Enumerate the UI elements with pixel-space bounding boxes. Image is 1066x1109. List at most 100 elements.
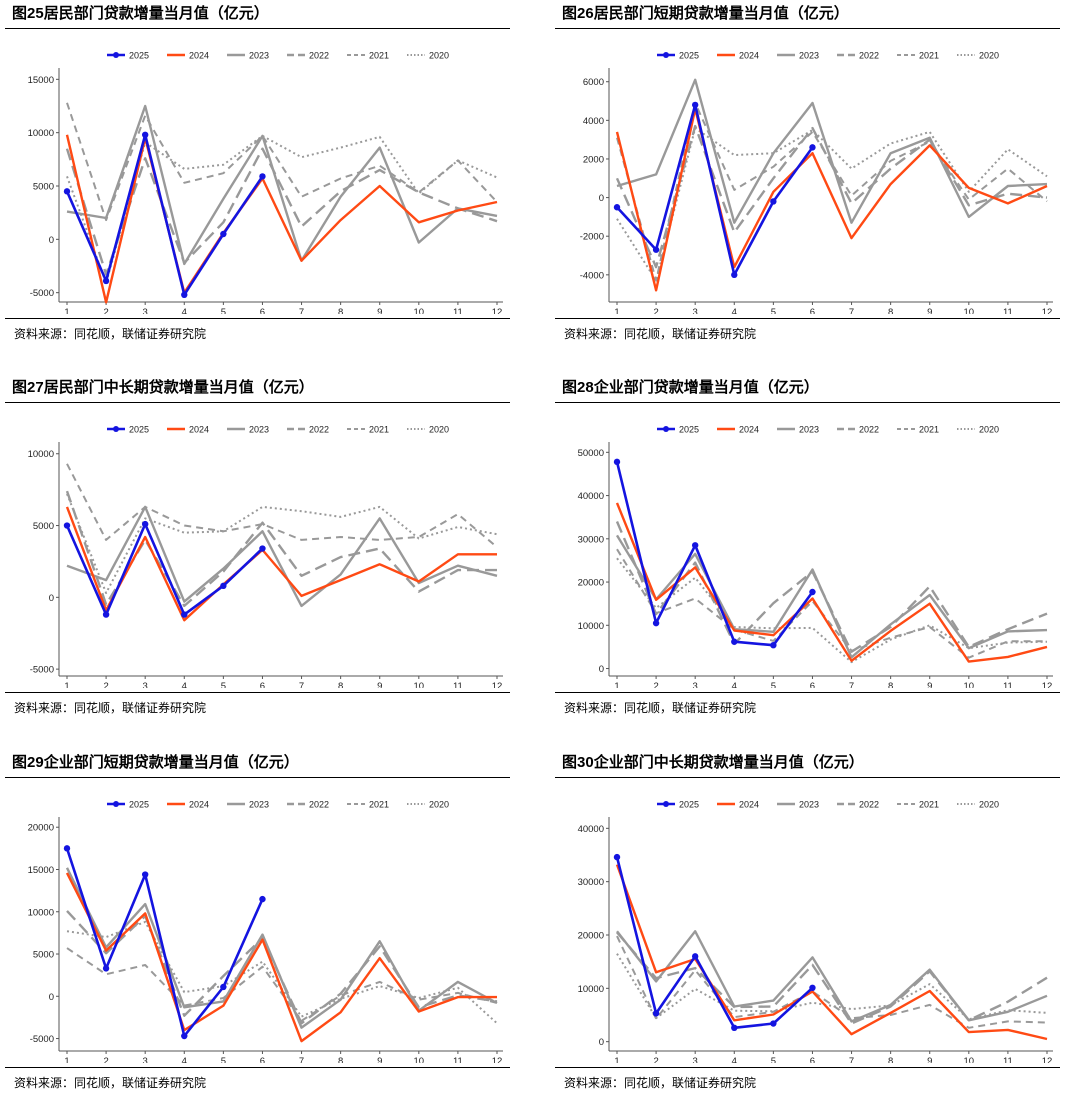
legend-marker bbox=[113, 426, 119, 432]
x-tick-label: 7 bbox=[299, 681, 304, 688]
data-point-2025 bbox=[102, 277, 110, 285]
series-line-2021 bbox=[66, 102, 498, 222]
legend-item: 2020 bbox=[957, 425, 999, 435]
x-tick-label: 11 bbox=[453, 681, 463, 688]
figure-label: 图25 bbox=[12, 5, 44, 22]
y-tick-label: 0 bbox=[599, 1037, 604, 1048]
y-tick-label: 20000 bbox=[578, 578, 604, 589]
x-tick-label: 7 bbox=[299, 1056, 304, 1063]
y-tick-label: -5000 bbox=[30, 665, 54, 676]
legend: 2025 2024 2023 2022 2021 2020 bbox=[657, 800, 999, 810]
legend-label: 2020 bbox=[979, 51, 999, 61]
x-tick-label: 11 bbox=[1003, 681, 1013, 688]
legend-item: 2025 bbox=[107, 51, 149, 61]
legend-label: 2021 bbox=[369, 800, 389, 810]
legend-label: 2023 bbox=[249, 51, 269, 61]
x-tick-label: 1 bbox=[64, 1056, 69, 1063]
x-tick-label: 8 bbox=[888, 1056, 893, 1063]
chart-title: 图30企业部门中长期贷款增量当月值（亿元） bbox=[562, 751, 864, 772]
figure-label: 图28 bbox=[562, 379, 594, 396]
y-tick-label: 0 bbox=[49, 235, 54, 246]
x-tick-label: 11 bbox=[453, 1056, 463, 1063]
x-tick-label: 8 bbox=[338, 1056, 343, 1063]
legend-label: 2020 bbox=[429, 425, 449, 435]
figure-title-text: 居民部门短期贷款增量当月值（亿元） bbox=[593, 4, 849, 22]
x-tick-label: 9 bbox=[377, 307, 382, 314]
legend-item: 2024 bbox=[167, 425, 209, 435]
legend-marker bbox=[663, 426, 669, 432]
x-tick-label: 3 bbox=[143, 681, 148, 688]
x-tick-label: 4 bbox=[732, 681, 737, 688]
legend-item: 2025 bbox=[657, 425, 699, 435]
y-tick-label: 10000 bbox=[28, 449, 54, 460]
data-point-2025 bbox=[652, 619, 660, 627]
x-tick-label: 5 bbox=[221, 681, 226, 688]
legend-label: 2020 bbox=[979, 425, 999, 435]
figure-title-text: 企业部门贷款增量当月值（亿元） bbox=[593, 378, 819, 396]
x-tick-label: 6 bbox=[810, 307, 815, 314]
data-point-2025 bbox=[181, 611, 188, 618]
y-tick-label: 6000 bbox=[583, 77, 604, 88]
legend-label: 2025 bbox=[679, 51, 699, 61]
legend-item: 2020 bbox=[957, 51, 999, 61]
series-line-2021 bbox=[66, 463, 498, 548]
series-line-2024 bbox=[615, 107, 1048, 292]
series-line-2025 bbox=[616, 103, 814, 277]
title-rule bbox=[555, 402, 1060, 403]
series-line-2021 bbox=[616, 548, 1047, 659]
source-note: 资料来源：同花顺，联储证券研究院 bbox=[14, 1076, 207, 1090]
legend-label: 2021 bbox=[369, 51, 389, 61]
y-tick-label: 40000 bbox=[578, 491, 604, 502]
legend-item: 2022 bbox=[287, 800, 329, 810]
x-tick-label: 11 bbox=[1003, 1056, 1013, 1063]
x-tick-label: 10 bbox=[964, 681, 975, 688]
series-line-2025 bbox=[65, 133, 264, 297]
data-point-2025 bbox=[652, 1010, 660, 1017]
series-line-2025 bbox=[65, 847, 264, 1038]
legend-item: 2021 bbox=[347, 425, 389, 435]
x-tick-label: 9 bbox=[927, 1056, 932, 1063]
y-tick-label: 5000 bbox=[33, 950, 54, 961]
x-tick-label: 12 bbox=[492, 307, 503, 314]
legend-label: 2021 bbox=[919, 51, 939, 61]
x-tick-label: 7 bbox=[849, 1056, 854, 1063]
figure-label: 图26 bbox=[562, 5, 594, 22]
x-tick-label: 11 bbox=[453, 307, 463, 314]
y-tick-label: -4000 bbox=[580, 270, 604, 281]
legend-label: 2021 bbox=[919, 800, 939, 810]
legend-marker bbox=[113, 52, 119, 58]
x-tick-label: 6 bbox=[260, 1056, 265, 1063]
series-line-2025 bbox=[65, 522, 264, 616]
legend-item: 2022 bbox=[837, 51, 879, 61]
series-line-2024 bbox=[65, 506, 497, 622]
data-point-2025 bbox=[259, 545, 266, 552]
data-point-2025 bbox=[613, 853, 621, 861]
x-tick-label: 9 bbox=[377, 1056, 382, 1063]
x-tick-label: 6 bbox=[810, 681, 815, 688]
figure-label: 图30 bbox=[562, 754, 594, 771]
chart-panel: 图25居民部门贷款增量当月值（亿元） 2025 2024 2023 2022 2021 20… bbox=[0, 0, 510, 360]
legend-item: 2025 bbox=[107, 800, 149, 810]
legend-item: 2022 bbox=[287, 425, 329, 435]
data-point-2025 bbox=[731, 271, 738, 279]
y-tick-label: 5000 bbox=[33, 521, 54, 532]
x-tick-label: 8 bbox=[338, 307, 343, 314]
data-point-2025 bbox=[613, 458, 621, 466]
chart-title: 图25居民部门贷款增量当月值（亿元） bbox=[12, 2, 269, 23]
data-point-2025 bbox=[181, 1032, 188, 1040]
legend-item: 2024 bbox=[717, 800, 759, 810]
x-tick-label: 8 bbox=[338, 681, 343, 688]
y-tick-label: 10000 bbox=[28, 128, 54, 139]
x-tick-label: 3 bbox=[143, 1056, 148, 1063]
x-tick-label: 1 bbox=[614, 307, 619, 314]
legend-label: 2023 bbox=[249, 425, 269, 435]
x-tick-label: 4 bbox=[182, 307, 187, 314]
legend-label: 2025 bbox=[129, 51, 149, 61]
legend-item: 2020 bbox=[407, 800, 449, 810]
y-tick-label: 30000 bbox=[578, 534, 604, 545]
series-line-2022 bbox=[65, 490, 497, 608]
series-line-2023 bbox=[66, 104, 498, 266]
y-tick-label: 0 bbox=[599, 193, 604, 204]
y-tick-label: 40000 bbox=[578, 824, 604, 835]
series-line-2020 bbox=[66, 493, 498, 594]
